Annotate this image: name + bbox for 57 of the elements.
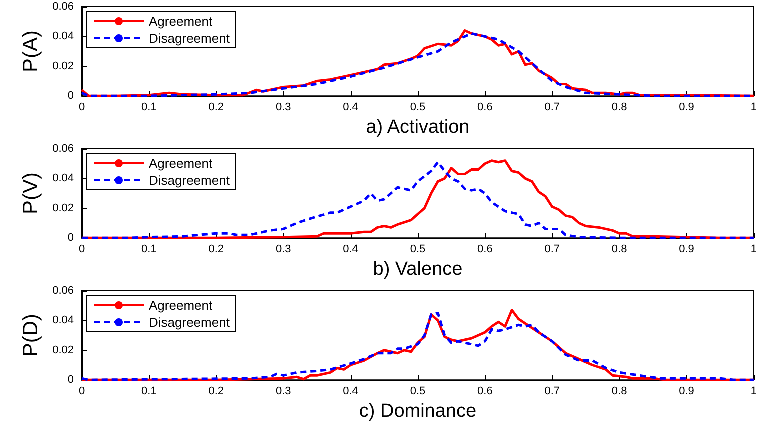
x-tick-label: 0.7 [544, 102, 560, 114]
legend-label: Agreement [149, 156, 213, 171]
x-tick-label: 0.1 [142, 102, 157, 114]
x-tick-label: 0.8 [612, 102, 628, 114]
y-tick-label: 0.04 [52, 30, 74, 43]
x-tick-label: 0.6 [478, 102, 493, 114]
x-axis-title: a) Activation [366, 117, 470, 138]
legend-label: Disagreement [149, 173, 230, 188]
x-tick-label: 0.8 [612, 386, 628, 398]
y-tick-label: 0 [68, 374, 74, 386]
x-tick-label: 0.4 [343, 102, 358, 114]
x-tick-label: 1 [750, 102, 758, 114]
x-tick-label: 0.7 [544, 244, 560, 256]
x-tick-label: 1 [750, 386, 758, 398]
x-tick-label: 0.5 [410, 244, 426, 256]
x-tick-label: 0.5 [410, 102, 426, 114]
y-tick-label: 0.02 [52, 60, 74, 72]
y-tick-label: 0.06 [52, 1, 74, 13]
legend-label: Agreement [149, 14, 213, 29]
y-axis-title: P(A) [20, 30, 43, 73]
x-tick-label: 0.3 [276, 386, 292, 398]
x-tick-label: 0.9 [679, 244, 694, 256]
legend-label: Disagreement [149, 31, 230, 46]
x-tick-label: 0.9 [679, 386, 694, 398]
y-tick-label: 0.06 [52, 143, 74, 155]
x-tick-label: 0 [78, 102, 86, 114]
x-tick-label: 0.2 [208, 386, 224, 398]
x-tick-label: 0 [78, 386, 86, 398]
x-tick-label: 0.8 [612, 244, 628, 256]
x-axis-title: c) Dominance [359, 401, 477, 422]
x-tick-label: 0.4 [343, 386, 358, 398]
x-tick-label: 0.1 [142, 386, 157, 398]
x-tick-label: 0.2 [208, 244, 224, 256]
y-tick-label: 0.04 [52, 172, 74, 185]
y-axis-title: P(V) [20, 172, 43, 215]
x-axis-title: b) Valence [373, 259, 463, 280]
x-tick-label: 0.6 [478, 386, 493, 398]
x-tick-label: 0.7 [544, 386, 560, 398]
y-axis-title: P(D) [20, 314, 43, 358]
x-tick-label: 0.6 [478, 244, 493, 256]
y-tick-label: 0.02 [52, 344, 74, 356]
x-tick-label: 0.4 [343, 244, 358, 256]
y-tick-label: 0.04 [52, 314, 74, 327]
x-tick-label: 0.2 [208, 102, 224, 114]
x-tick-label: 0.1 [142, 244, 157, 256]
y-tick-label: 0.02 [52, 202, 74, 214]
x-tick-label: 0.3 [276, 244, 292, 256]
x-tick-label: 0 [78, 244, 86, 256]
x-tick-label: 0.5 [410, 386, 426, 398]
legend-label: Disagreement [149, 315, 230, 330]
y-tick-label: 0 [68, 90, 74, 102]
x-tick-label: 1 [750, 244, 758, 256]
y-tick-label: 0 [68, 232, 74, 244]
x-tick-label: 0.9 [679, 102, 694, 114]
y-tick-label: 0.06 [52, 285, 74, 297]
x-tick-label: 0.3 [276, 102, 292, 114]
legend-label: Agreement [149, 298, 213, 313]
